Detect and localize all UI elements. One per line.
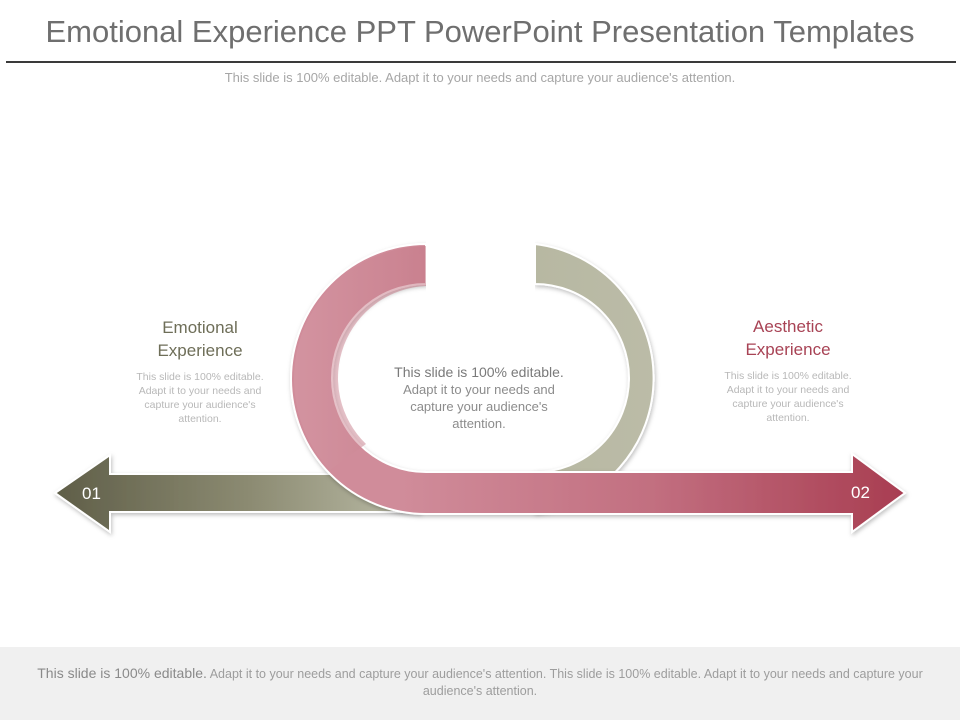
slide-subtitle: This slide is 100% editable. Adapt it to… [224,70,736,85]
footer-text: This slide is 100% editable. Adapt it to… [14,665,946,700]
footer-band: This slide is 100% editable. Adapt it to… [0,647,960,720]
footer-body: Adapt it to your needs and capture your … [209,667,923,698]
left-label-block: Emotional Experience This slide is 100% … [112,316,288,426]
left-description: This slide is 100% editable. Adapt it to… [136,371,264,425]
slide-title: Emotional Experience PPT PowerPoint Pres… [45,14,915,49]
left-heading: Emotional Experience [157,318,243,360]
loop-top-gap [426,205,535,327]
title-divider [6,61,956,63]
right-heading: Aesthetic Experience [745,317,831,359]
right-label-block: Aesthetic Experience This slide is 100% … [700,315,876,425]
right-description: This slide is 100% editable. Adapt it to… [724,370,852,424]
footer-lead: This slide is 100% editable. [37,665,207,681]
loop-left-arc-highlight [293,246,426,470]
arrow-number-01: 01 [82,484,101,503]
center-description: This slide is 100% editable. Adapt it to… [394,364,564,431]
arrow-number-02: 02 [851,483,870,502]
